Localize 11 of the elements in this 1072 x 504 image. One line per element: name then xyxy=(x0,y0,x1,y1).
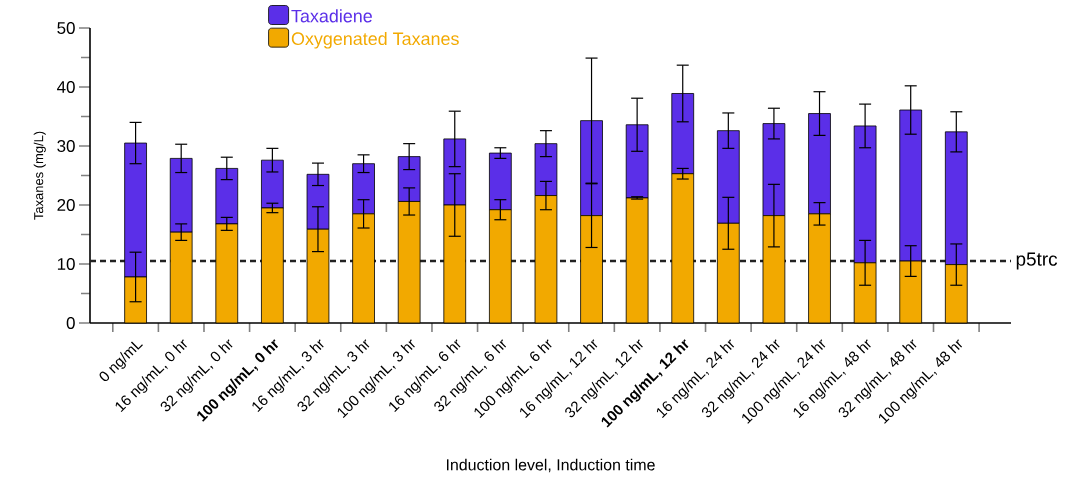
x-axis-title: Induction level, Induction time xyxy=(446,458,655,473)
y-tick-label: 50 xyxy=(57,22,75,34)
y-tick-label: 0 xyxy=(66,317,75,329)
y-axis-title: Taxanes (mg/L) xyxy=(33,131,46,220)
ref-line-label: p5trc xyxy=(1016,252,1058,270)
y-tick-label: 10 xyxy=(57,258,75,270)
y-tick-label: 30 xyxy=(57,140,75,152)
legend-label: Taxadiene xyxy=(291,9,372,23)
y-tick-label: 20 xyxy=(57,199,75,211)
y-tick-label: 40 xyxy=(57,81,75,93)
legend-label: Oxygenated Taxanes xyxy=(291,31,459,49)
